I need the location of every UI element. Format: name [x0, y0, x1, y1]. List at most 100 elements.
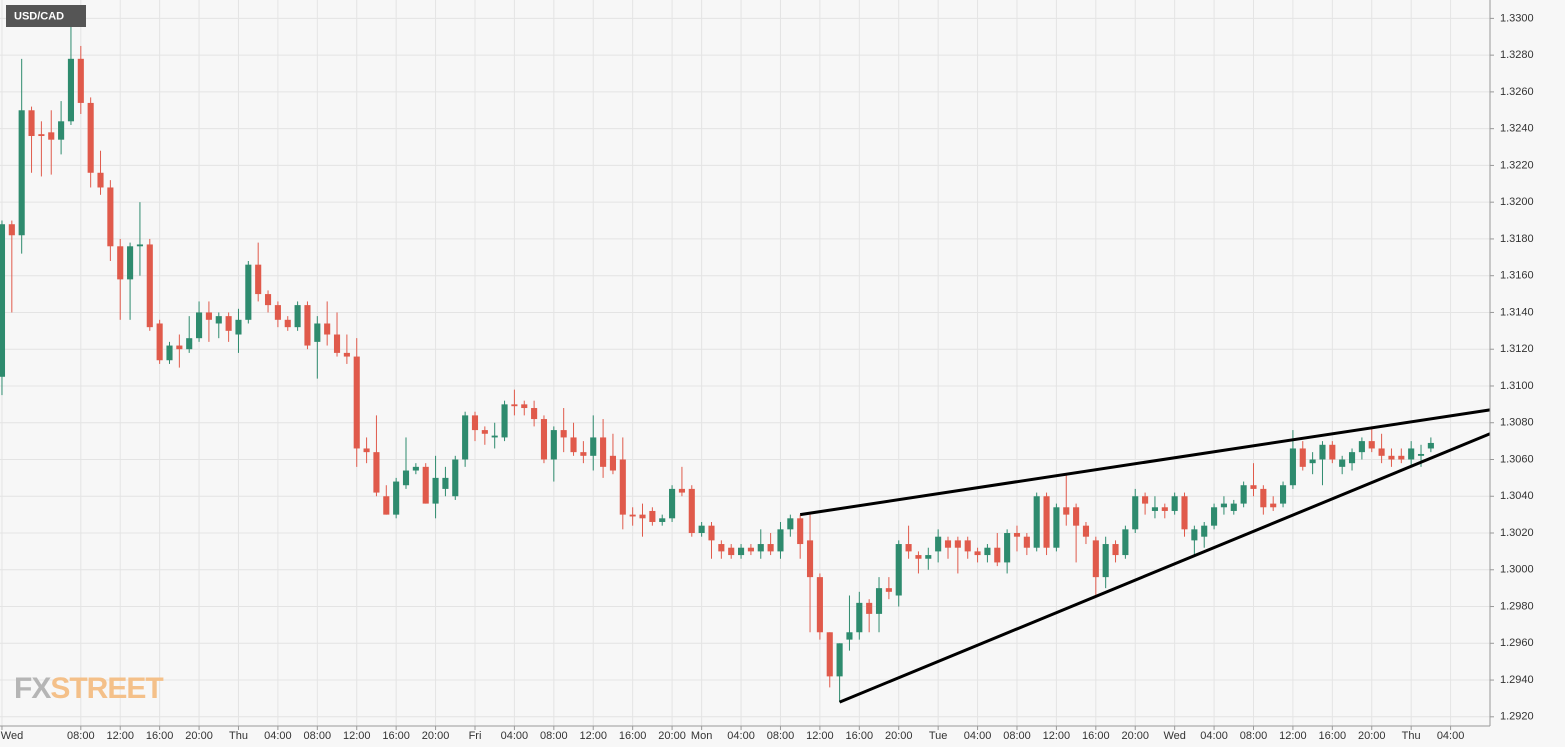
x-tick-label: Thu — [1402, 730, 1421, 742]
candle-body — [875, 588, 883, 614]
candle-body — [1132, 496, 1139, 530]
candle-body — [304, 305, 311, 346]
x-tick-label: 12:00 — [106, 730, 134, 742]
candle-body — [156, 323, 163, 361]
candle-body — [402, 470, 410, 486]
chart-title: USD/CAD — [14, 10, 64, 22]
x-tick-label: 16:00 — [382, 730, 410, 742]
candle-body — [1309, 459, 1316, 464]
candle-body — [590, 437, 597, 456]
candle-body — [491, 435, 498, 438]
candle-body — [18, 110, 25, 236]
candle-body — [797, 518, 804, 545]
candle-body — [48, 132, 55, 140]
candle-body — [915, 555, 922, 559]
y-tick-label: 1.3000 — [1500, 564, 1534, 576]
x-tick-label: 20:00 — [1358, 730, 1386, 742]
candle-body — [964, 540, 971, 552]
y-tick-label: 1.3100 — [1500, 380, 1534, 392]
trend-line — [839, 432, 1491, 704]
candle-body — [540, 419, 548, 460]
y-tick-label: 1.2940 — [1500, 674, 1534, 686]
candle-body — [747, 547, 754, 552]
y-tick-label: 1.3020 — [1500, 527, 1534, 539]
candle-body — [422, 466, 429, 504]
candle-body — [107, 187, 114, 247]
candle-body — [1082, 525, 1090, 537]
candle-body — [314, 323, 321, 342]
candle-body — [1063, 507, 1070, 515]
x-tick-label: 16:00 — [1082, 730, 1110, 742]
candle-body — [186, 338, 193, 350]
candle-body — [1329, 444, 1336, 460]
candle-body — [1102, 544, 1109, 578]
candle-body — [639, 514, 646, 519]
candle-body — [225, 316, 232, 331]
candle-body — [1417, 453, 1425, 456]
candle-body — [659, 518, 666, 522]
x-tick-label: 12:00 — [806, 730, 834, 742]
candle-body — [757, 544, 764, 552]
candle-body — [580, 452, 587, 456]
candle-body — [984, 547, 991, 556]
candle-body — [1408, 448, 1415, 460]
candle-body — [77, 58, 84, 103]
candle-body — [333, 334, 341, 353]
trend-line — [799, 408, 1491, 517]
candle-body — [1201, 525, 1208, 537]
candle-body — [117, 246, 124, 280]
candle-body — [619, 459, 626, 515]
y-tick-label: 1.2980 — [1500, 600, 1534, 612]
candle-body — [1368, 441, 1375, 449]
candle-body — [146, 244, 153, 328]
candle-body — [294, 305, 301, 328]
candle-body — [501, 404, 508, 438]
y-tick-label: 1.3160 — [1500, 270, 1534, 282]
x-tick-label: 16:00 — [146, 730, 174, 742]
candle-body — [97, 172, 104, 188]
x-tick-label: 20:00 — [1121, 730, 1149, 742]
y-tick-label: 1.3120 — [1500, 343, 1534, 355]
candle-body — [718, 544, 725, 552]
candle-body — [1348, 452, 1356, 464]
y-tick-label: 1.3280 — [1500, 49, 1534, 61]
candle-body — [846, 632, 853, 640]
candle-body — [1013, 533, 1021, 537]
x-tick-label: 16:00 — [619, 730, 647, 742]
candle-body — [215, 316, 222, 324]
x-tick-label: 12:00 — [579, 730, 607, 742]
candle-body — [58, 121, 65, 140]
candle-body — [678, 488, 685, 493]
candle-body — [255, 264, 262, 295]
candle-body — [806, 540, 814, 578]
candle-body — [826, 632, 833, 677]
candle-body — [1122, 529, 1129, 556]
candle-body — [570, 437, 577, 453]
candle-body — [777, 529, 784, 552]
candle-body — [816, 577, 823, 633]
candle-body — [264, 294, 272, 306]
candle-body — [511, 404, 518, 407]
candle-body — [373, 452, 380, 493]
x-tick-label: 20:00 — [422, 730, 450, 742]
candle-body — [1004, 533, 1011, 563]
x-tick-label: Wed — [1, 730, 23, 742]
x-tick-label: Wed — [1163, 730, 1185, 742]
candle-body — [1033, 496, 1040, 548]
candle-body — [787, 518, 794, 530]
candle-body — [974, 551, 981, 556]
candle-body — [127, 246, 134, 280]
candle-body — [1339, 459, 1346, 467]
candle-body — [343, 352, 350, 357]
y-tick-label: 1.3060 — [1500, 453, 1534, 465]
candle-body — [994, 547, 1001, 563]
y-tick-label: 1.3260 — [1500, 86, 1534, 98]
candle-body — [698, 525, 705, 534]
x-tick-label: 08:00 — [1240, 730, 1268, 742]
x-tick-label: 04:00 — [964, 730, 992, 742]
candle-body — [629, 514, 636, 517]
x-tick-label: 04:00 — [727, 730, 755, 742]
candle-body — [885, 588, 892, 592]
